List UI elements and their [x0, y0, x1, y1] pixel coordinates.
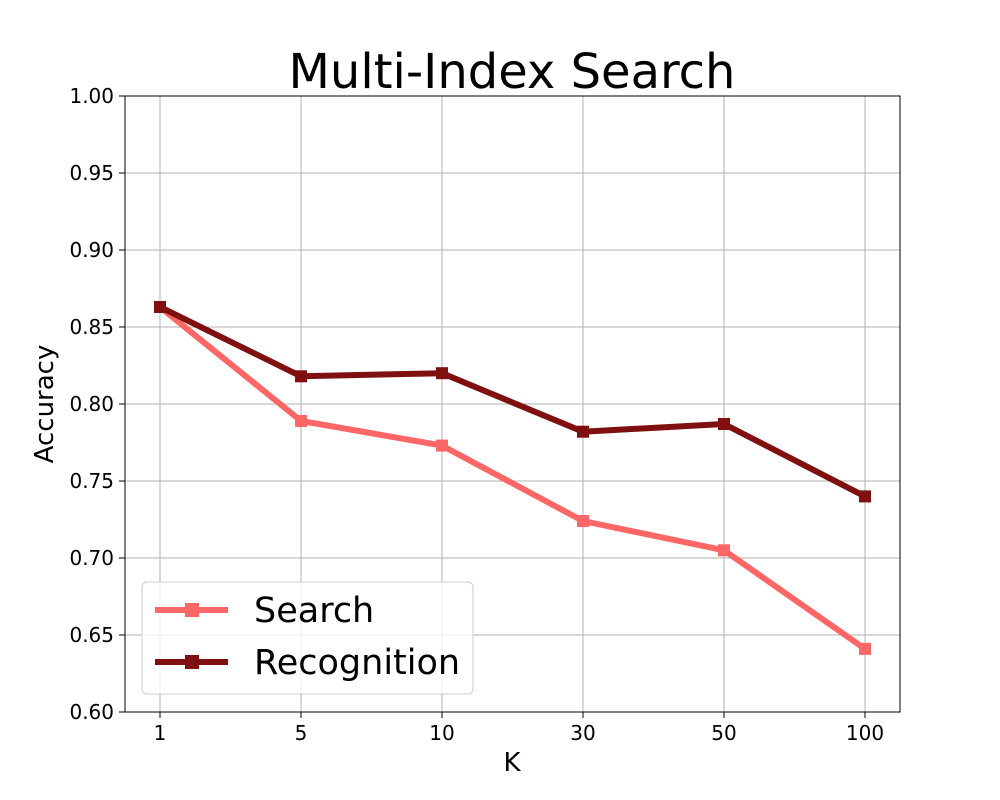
y-tick-label: 0.60	[69, 700, 114, 724]
y-tick-label: 0.75	[69, 469, 114, 493]
data-point-marker	[295, 370, 307, 383]
x-tick-label: 30	[570, 721, 595, 745]
legend-marker-swatch	[185, 603, 199, 617]
x-tick-label: 100	[846, 721, 884, 745]
x-tick-label: 50	[711, 721, 736, 745]
legend-label: Search	[254, 591, 374, 631]
series-line	[155, 302, 870, 501]
series-line	[155, 302, 870, 654]
data-point-marker	[577, 425, 589, 438]
data-point-marker	[154, 300, 166, 313]
x-axis: 1 5 10 30 50 100	[154, 712, 884, 745]
legend-entry: Search	[155, 591, 374, 631]
legend-entries: Search Recognition	[155, 591, 460, 683]
y-tick-label: 0.80	[69, 392, 114, 416]
data-point-marker	[436, 367, 448, 380]
data-point-marker	[436, 439, 448, 452]
data-point-marker	[577, 515, 589, 528]
x-axis-title: K	[503, 748, 521, 778]
data-point-marker	[859, 490, 871, 503]
y-axis: 0.60 0.65 0.70 0.75 0.80 0.85 0.90 0.95 1.00	[69, 84, 125, 724]
legend-marker-swatch	[185, 655, 199, 669]
legend-label: Recognition	[254, 643, 460, 683]
y-tick-label: 0.70	[69, 546, 114, 570]
x-tick-label: 5	[295, 721, 308, 745]
y-tick-label: 0.95	[69, 161, 114, 185]
series-layer	[154, 300, 871, 655]
data-point-marker	[295, 414, 307, 427]
y-tick-label: 0.65	[69, 623, 114, 647]
x-tick-label: 1	[154, 721, 167, 745]
y-axis-title: Accuracy	[30, 345, 60, 464]
legend-entry: Recognition	[155, 643, 460, 683]
legend: Search Recognition	[141, 581, 474, 695]
series-recognition	[154, 300, 871, 503]
y-tick-label: 0.90	[69, 238, 114, 262]
data-point-marker	[718, 544, 730, 557]
data-point-marker	[718, 418, 730, 431]
x-tick-label: 10	[429, 721, 454, 745]
y-tick-label: 1.00	[69, 84, 114, 108]
data-point-marker	[859, 642, 871, 655]
chart-title: Multi-Index Search	[289, 44, 736, 100]
y-tick-label: 0.85	[69, 315, 114, 339]
